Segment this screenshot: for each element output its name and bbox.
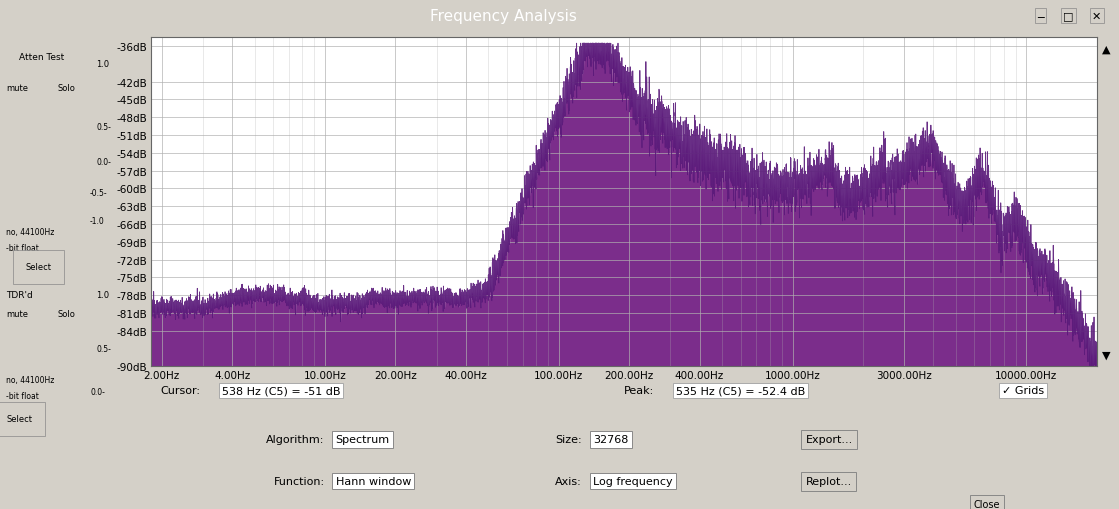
Text: Algorithm:: Algorithm: <box>266 435 325 444</box>
Text: Log frequency: Log frequency <box>593 476 673 486</box>
Text: Select: Select <box>26 263 51 272</box>
Text: Solo: Solo <box>58 309 76 319</box>
Text: ✓ Grids: ✓ Grids <box>1003 386 1044 395</box>
Text: □: □ <box>1063 12 1074 21</box>
Text: 32768: 32768 <box>593 435 629 444</box>
Text: Replot...: Replot... <box>806 476 852 486</box>
Text: Frequency Analysis: Frequency Analysis <box>430 9 577 24</box>
Text: 0.0-: 0.0- <box>90 387 105 397</box>
Text: 535 Hz (C5) = -52.4 dB: 535 Hz (C5) = -52.4 dB <box>676 386 805 395</box>
Text: -0.5-: -0.5- <box>90 189 107 198</box>
Text: 538 Hz (C5) = -51 dB: 538 Hz (C5) = -51 dB <box>222 386 340 395</box>
Text: ✕: ✕ <box>1092 12 1101 21</box>
Text: 1.0: 1.0 <box>96 61 110 69</box>
Text: 0.5-: 0.5- <box>96 123 112 132</box>
Text: ▲: ▲ <box>1102 45 1111 55</box>
Text: mute: mute <box>7 83 28 93</box>
Text: 1.0: 1.0 <box>96 290 110 299</box>
Text: ▼: ▼ <box>1102 350 1111 360</box>
Text: Function:: Function: <box>273 476 325 486</box>
Text: Hann window: Hann window <box>336 476 411 486</box>
Text: mute: mute <box>7 309 28 319</box>
Text: Close: Close <box>974 499 1000 509</box>
Text: Axis:: Axis: <box>555 476 582 486</box>
Text: Atten Test: Atten Test <box>19 52 65 62</box>
Text: Export...: Export... <box>806 435 853 444</box>
Text: Peak:: Peak: <box>624 386 655 395</box>
Text: Solo: Solo <box>58 83 76 93</box>
Text: -bit float: -bit float <box>7 243 39 252</box>
Text: no, 44100Hz: no, 44100Hz <box>7 228 55 237</box>
Text: 0.5-: 0.5- <box>96 345 112 354</box>
Text: no, 44100Hz: no, 44100Hz <box>7 376 55 385</box>
Text: 0.0-: 0.0- <box>96 158 112 166</box>
Text: Cursor:: Cursor: <box>160 386 200 395</box>
Text: ─: ─ <box>1037 12 1044 21</box>
Text: Spectrum: Spectrum <box>336 435 389 444</box>
Text: Size:: Size: <box>555 435 582 444</box>
Text: -1.0: -1.0 <box>90 216 105 225</box>
Text: TDR'd: TDR'd <box>7 290 34 299</box>
Text: -bit float: -bit float <box>7 391 39 400</box>
Text: Select: Select <box>7 415 32 423</box>
